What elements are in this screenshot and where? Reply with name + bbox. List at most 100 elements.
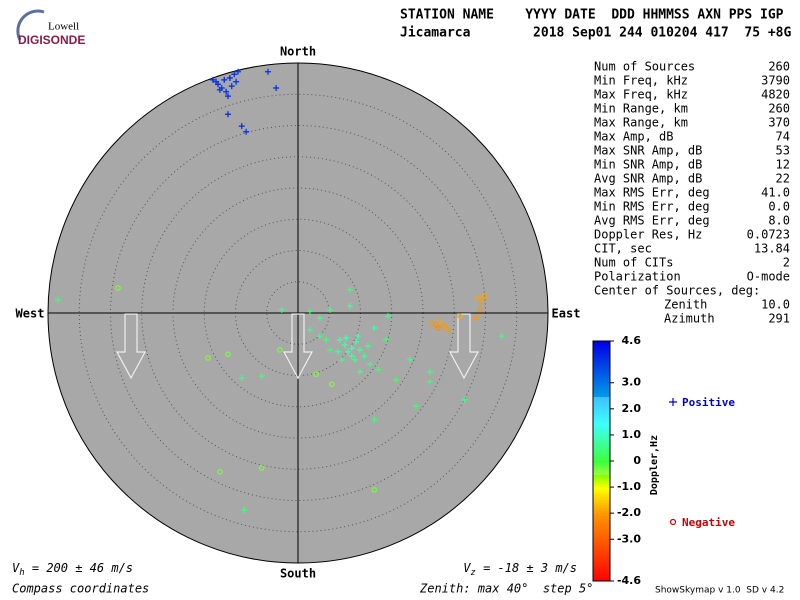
source-positive [216,86,223,93]
colorbar-strip [593,533,610,536]
colorbar-strip [593,417,610,420]
coords: Compass coordinates [12,582,149,596]
source-negative [313,371,319,378]
source-positive [235,68,241,75]
source-positive [371,325,378,331]
colorbar-strip [593,569,610,572]
stat-value: 2 [783,256,790,270]
source-positive [326,346,333,353]
colorbar-strip [593,435,610,438]
source-negative [205,355,211,361]
source-positive [306,326,313,333]
stat-value: 74 [776,130,790,144]
source-positive [213,78,220,85]
colorbar-label: Doppler,Hz [649,435,660,495]
colorbar-strip [593,495,610,498]
colorbar-strip [593,341,610,344]
source-positive [223,88,230,95]
source-negative [435,325,441,331]
dir-west: West [16,307,45,321]
colorbar-strip [593,559,610,562]
stat-label: Zenith [664,298,707,312]
dir-north: North [280,45,316,59]
colorbar-strip [593,527,610,530]
colorbar-strip [593,385,610,388]
colorbar-strip [593,493,610,496]
colorbar-strip [593,573,610,576]
colorbar-strip [593,371,610,374]
vz-text: = -18 ± 3 m/s [476,561,577,575]
stat-value: 291 [768,312,790,326]
colorbar-strip [593,399,610,402]
colorbar-tick-label: 2.0 [622,402,642,415]
colorbar-strip [593,515,610,518]
stat-value: O-mode [747,270,790,284]
stat-value: 260 [768,102,790,116]
source-positive [341,341,348,348]
colorbar-strip [593,465,610,468]
colorbar-strip [593,577,610,580]
logo-swoosh [16,9,45,41]
colorbar-strip [593,445,610,448]
stat-label: Num of CITs [594,256,673,270]
colorbar-strip [593,459,610,462]
source-negative [225,351,231,358]
source-positive [375,366,381,373]
colorbar-tick-label: -3.0 [617,532,641,545]
colorbar-strip [593,423,610,426]
stat-label: Azimuth [664,312,715,326]
source-positive [338,356,345,363]
colorbar-strip [593,539,610,542]
colorbar-strip [593,343,610,346]
colorbar-strip [593,453,610,456]
stat-label: Num of Sources [594,60,695,74]
stat-value: 22 [776,172,790,186]
colorbar-strip [593,401,610,404]
colorbar-strip [593,481,610,484]
colorbar-strip [593,565,610,568]
colorbar-strip [593,567,610,570]
colorbar-strip [593,553,610,556]
source-positive [326,306,333,313]
colorbar-strip [593,369,610,372]
source-positive [393,376,400,383]
colorbar-strip [593,519,610,522]
stat-label: Min SNR Amp, dB [594,158,702,172]
colorbar-strip [593,521,610,524]
colorbar-tick-label: -2.0 [617,506,641,519]
colorbar-strip [593,471,610,474]
colorbar-strip [593,409,610,412]
colorbar-tick-label: 3.0 [622,376,642,389]
colorbar-strip [593,387,610,390]
colorbar-strip [593,557,610,560]
vh: Vh = 200 ± 46 m/s [12,561,133,578]
source-positive [238,375,245,381]
source-negative [445,327,451,333]
stat-label: Min RMS Err, deg [594,200,710,214]
source-positive [461,396,468,403]
colorbar-strip [593,525,610,528]
source-negative [437,318,443,325]
colorbar-strip [593,397,610,400]
source-positive [278,306,285,313]
colorbar-strip [593,367,610,370]
colorbar-strip [593,517,610,520]
colorbar-strip [593,483,610,486]
colorbar-strip [593,479,610,482]
source-positive [316,333,323,340]
colorbar-strip [593,439,610,442]
source-positive [426,378,433,385]
colorbar-strip [593,571,610,574]
source-positive [351,356,358,363]
source-negative [441,323,448,329]
colorbar-strip [593,463,610,466]
source-positive [210,76,216,83]
source-positive [385,313,391,320]
source-positive [335,348,341,355]
colorbar-strip [593,349,610,352]
colorbar-tick-label: -1.0 [617,480,641,493]
logo-bottom: DIGISONDE [18,33,85,47]
stat-label: Avg SNR Amp, dB [594,172,702,186]
dir-east: East [552,307,581,321]
colorbar-tick-label: 0 [633,454,641,467]
